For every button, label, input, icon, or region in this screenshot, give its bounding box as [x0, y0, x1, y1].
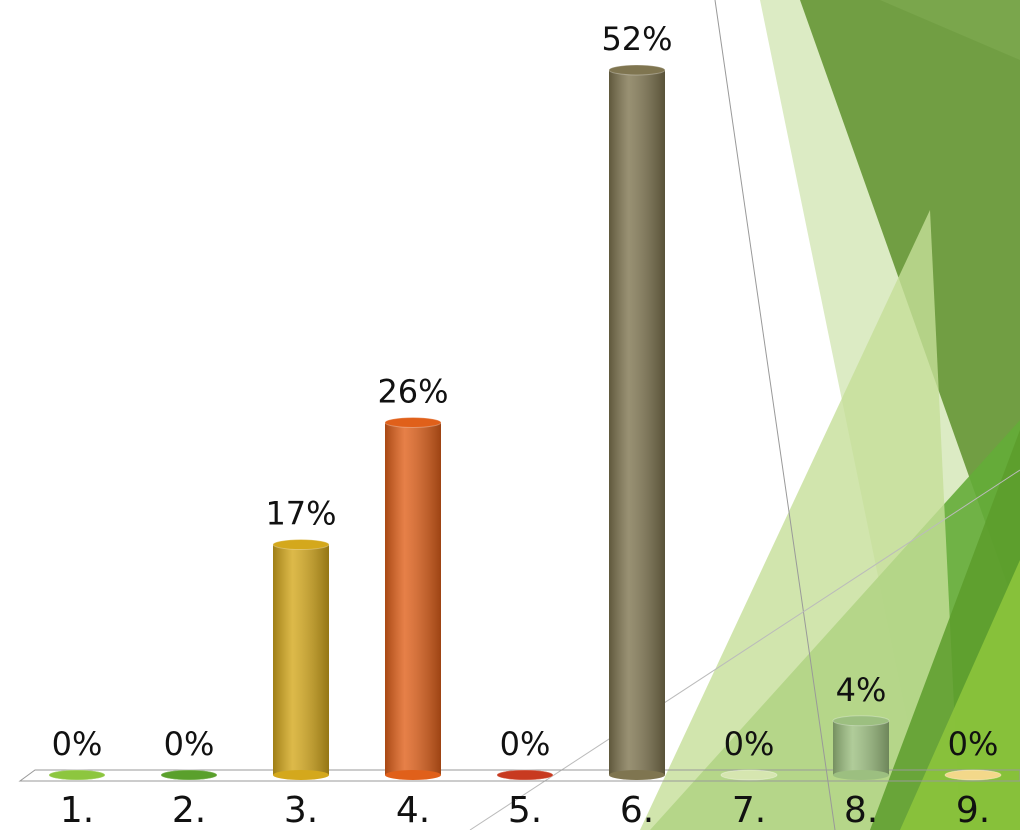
x-tick-label: 3.	[284, 790, 318, 830]
value-label: 0%	[52, 725, 103, 763]
bar-top	[608, 64, 666, 76]
bar-shade	[385, 422, 441, 775]
value-label: 17%	[265, 495, 336, 533]
bar-base	[609, 770, 665, 780]
background-decoration	[469, 0, 1020, 830]
value-label: 0%	[500, 725, 551, 763]
bar-top	[496, 769, 554, 781]
bar-base	[273, 770, 329, 780]
bar-top	[944, 769, 1002, 781]
value-label: 0%	[948, 725, 999, 763]
bar-top	[48, 769, 106, 781]
bar-top	[272, 539, 330, 551]
bar-top	[832, 715, 890, 727]
x-tick-label: 7.	[732, 790, 766, 830]
x-tick-label: 2.	[172, 790, 206, 830]
value-label: 0%	[164, 725, 215, 763]
floor	[18, 769, 1020, 782]
bar-shade	[273, 544, 329, 775]
bar-top	[384, 417, 442, 428]
bar-base	[385, 770, 441, 780]
x-tick-label: 1.	[60, 790, 94, 830]
value-label: 4%	[836, 671, 887, 709]
x-tick-label: 8.	[844, 790, 878, 830]
bar-shade	[609, 70, 665, 775]
bar-base	[833, 770, 889, 780]
value-label: 52%	[601, 20, 672, 58]
x-tick-label: 6.	[620, 790, 654, 830]
bar-shade	[833, 720, 889, 775]
bar-top	[160, 769, 218, 781]
x-tick-label: 9.	[956, 790, 990, 830]
value-label: 26%	[377, 373, 448, 411]
x-tick-label: 4.	[396, 790, 430, 830]
bar-top	[720, 769, 778, 781]
x-tick-label: 5.	[508, 790, 542, 830]
value-label: 0%	[724, 725, 775, 763]
